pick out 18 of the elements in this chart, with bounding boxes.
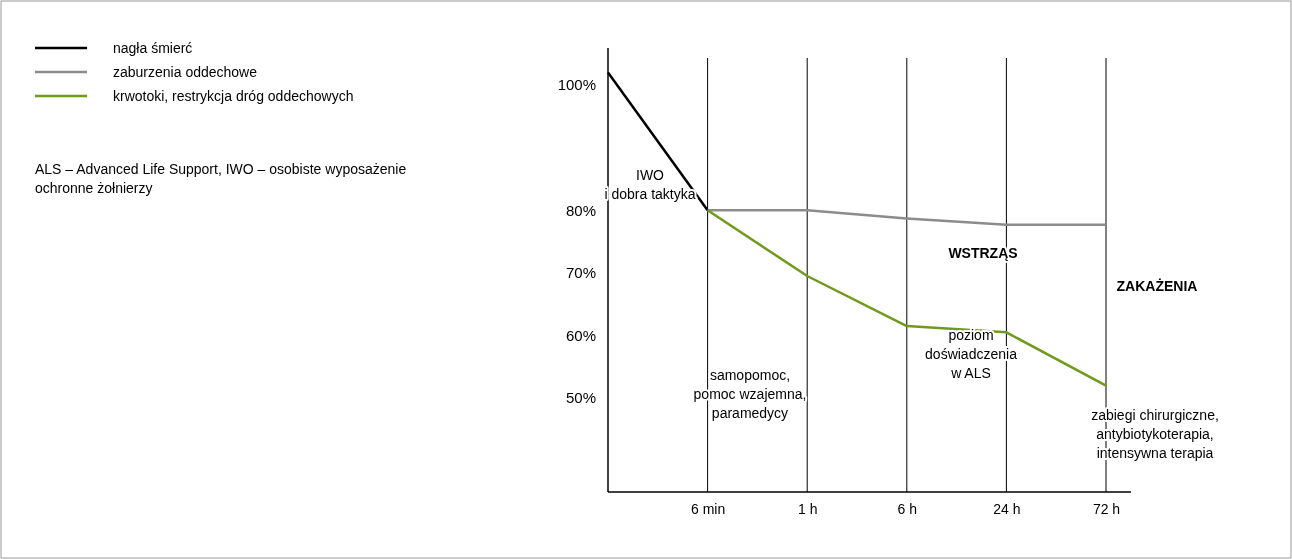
legend-label: nagła śmierć	[113, 40, 193, 56]
legend-label: krwotoki, restrykcja dróg oddechowych	[113, 88, 354, 104]
y-tick-label: 50%	[565, 389, 596, 407]
y-tick-label: 70%	[565, 264, 596, 282]
y-tick-label: 60%	[565, 326, 596, 344]
x-tick-label: 72 h	[1092, 500, 1121, 517]
x-tick-label: 6 min	[690, 500, 726, 517]
y-tick-label: 80%	[565, 201, 596, 219]
y-tick-label: 100%	[557, 76, 596, 94]
annotation: IWO i dobra taktyka	[604, 167, 696, 202]
text: ALS – Advanced Life Support, IWO – osobiste wyposażenie ochronne żołnierzy	[35, 161, 407, 196]
line-series	[706, 209, 1108, 387]
x-tick-label: 1 h	[797, 500, 818, 517]
annotation: ZAKAŻENIA	[1116, 278, 1198, 294]
annotation: zabiegi chirurgiczne, antybiotykoterapia, intensywna terapia	[1091, 407, 1219, 461]
legend-label: zaburzenia oddechowe	[113, 64, 258, 80]
x-tick-label: 24 h	[993, 500, 1021, 517]
x-tick-label: 6 h	[897, 500, 918, 517]
